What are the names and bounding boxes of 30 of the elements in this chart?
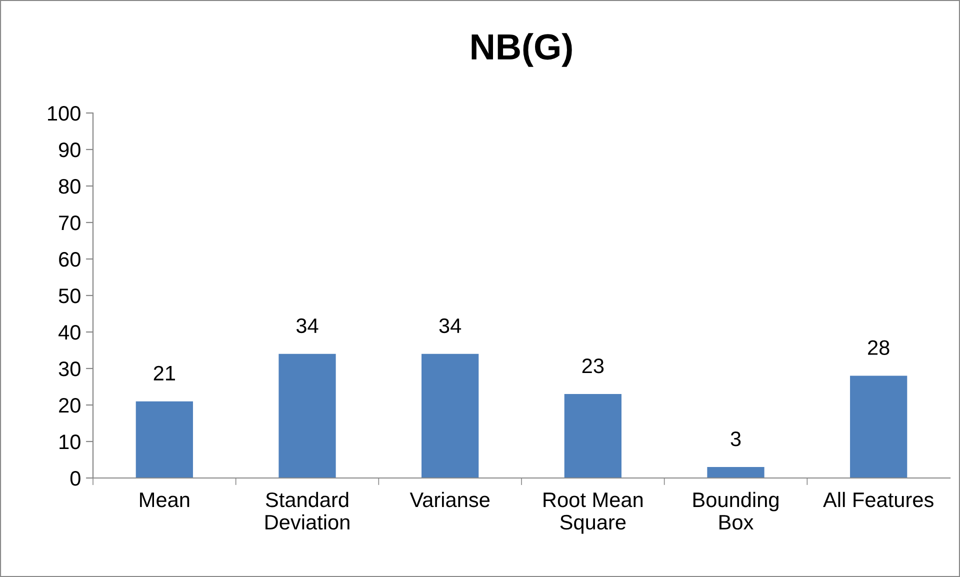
x-tick-label: All Features: [823, 492, 934, 508]
chart-title: NB(G): [472, 33, 572, 67]
y-tick-label: 80: [58, 179, 80, 194]
data-label: 34: [439, 318, 462, 334]
bar: [278, 354, 336, 478]
bar: [564, 394, 622, 478]
data-label: 21: [154, 366, 175, 380]
x-tick-label: Root Mean Square: [544, 492, 643, 534]
y-tick-label: 10: [60, 434, 80, 450]
y-tick-label: 60: [59, 252, 80, 267]
bar: [422, 354, 479, 478]
y-tick-label: 0: [70, 471, 80, 486]
data-label: 34: [296, 318, 318, 334]
y-tick-label: 50: [58, 288, 80, 304]
x-tick-label: Mean: [140, 492, 190, 508]
y-tick-label: 20: [59, 398, 80, 413]
bar: [136, 401, 193, 478]
y-tick-label: 90: [59, 142, 80, 158]
x-tick-label: Bounding Box: [693, 492, 778, 530]
data-label: 3: [730, 432, 741, 446]
y-tick-label: 100: [48, 106, 80, 121]
x-tick-label: Standard Deviation: [266, 492, 350, 530]
y-tick-label: 40: [58, 325, 80, 340]
y-tick-label: 30: [58, 362, 80, 376]
data-label: 28: [868, 340, 890, 356]
data-label: 23: [582, 358, 604, 374]
bar: [850, 376, 908, 478]
x-tick-label: Varianse: [410, 492, 490, 508]
y-tick-label: 70: [59, 216, 80, 230]
bar: [707, 467, 764, 478]
